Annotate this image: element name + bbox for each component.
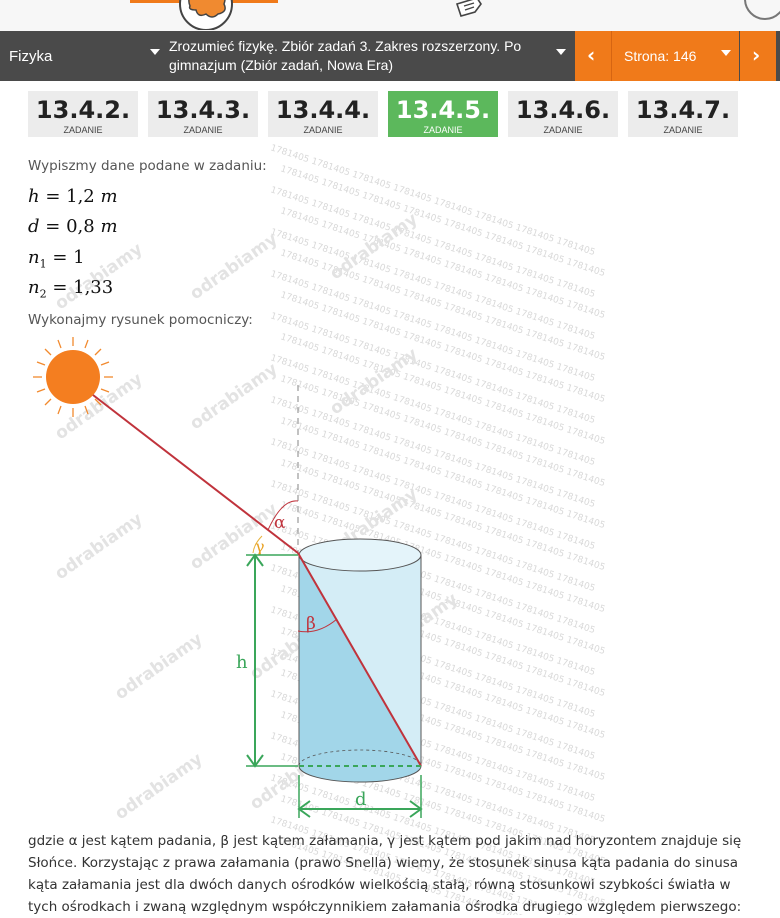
page-label: Strona: 146 [624,48,697,64]
task-tab[interactable]: 13.4.2. ZADANIE [28,91,138,137]
next-page-button[interactable]: › [740,31,776,81]
task-label: ZADANIE [423,125,463,135]
page-dropdown[interactable]: Strona: 146 [612,31,739,81]
var-name: n [28,247,40,268]
hand-icon [455,0,482,17]
h-label: h [236,652,248,673]
book-title: Zrozumieć fizykę. Zbiór zadań 3. Zakres … [169,38,522,73]
var-name: d [28,216,40,237]
task-tab[interactable]: 13.4.7. ZADANIE [628,91,738,137]
incident-ray [92,394,299,554]
height-arrow [246,553,298,768]
task-label: ZADANIE [543,125,583,135]
given-h: h = 1,2 m [28,186,118,207]
watermark-code-line: 1781405 1781405 1781405 1781405 1781405 … [269,227,596,342]
given-n1: n1 = 1 [28,247,85,271]
var-value: 1,33 [73,277,114,298]
var-subscript: 1 [39,257,47,271]
task-label: ZADANIE [183,125,223,135]
subject-dropdown[interactable]: Fizyka [0,31,165,81]
task-number: 13.4.6. [515,96,611,124]
subject-label: Fizyka [9,48,53,65]
given-d: d = 0,8 m [28,216,118,237]
var-value: 1,2 [66,186,95,207]
watermark-brand: odrabiamy [326,209,421,284]
task-number: 13.4.7. [635,96,731,124]
intro-text: Wypiszmy dane podane w zadaniu: [28,158,267,174]
top-banner [0,0,780,31]
task-tab[interactable]: 13.4.4. ZADANIE [268,91,378,137]
task-number: 13.4.3. [155,96,251,124]
task-tab[interactable]: 13.4.6. ZADANIE [508,91,618,137]
book-navigation-bar: Fizyka Zrozumieć fizykę. Zbiór zadań 3. … [0,31,780,81]
chevron-left-icon: ‹ [587,43,596,67]
explanation-paragraph: gdzie α jest kątem padania, β jest kątem… [28,833,742,915]
figure-intro-text: Wykonajmy rysunek pomocniczy: [28,312,253,328]
task-tab-active[interactable]: 13.4.5. ZADANIE [388,91,498,137]
chevron-right-icon: › [752,43,761,67]
task-number: 13.4.2. [35,96,131,124]
beta-label: β [306,614,316,634]
var-name: h [28,186,40,207]
task-label: ZADANIE [663,125,703,135]
gamma-arc [252,535,263,554]
alpha-label: α [274,513,286,533]
watermark-code-line: 1781405 1781405 1781405 1781405 1781405 … [269,143,596,258]
var-unit: m [100,186,118,207]
water-shadow [299,555,421,782]
task-number: 13.4.4. [275,96,371,124]
beta-arc [297,618,338,633]
caret-down-icon [721,50,731,56]
var-subscript: 2 [39,287,47,301]
decor-ring [744,0,780,20]
diameter-arrow [297,775,423,818]
task-number: 13.4.5. [395,96,491,124]
var-unit: m [100,216,118,237]
d-label: d [355,789,367,810]
caret-down-icon [556,49,566,55]
cylinder-bottom [298,765,422,783]
cylinder-bottom-back [298,749,422,767]
watermark-code-line: 1781405 1781405 1781405 1781405 1781405 … [279,164,606,279]
book-dropdown[interactable]: Zrozumieć fizykę. Zbiór zadań 3. Zakres … [165,31,575,81]
sun-icon [33,337,113,417]
alpha-arc [267,500,299,531]
caret-down-icon [150,49,160,55]
task-tab[interactable]: 13.4.3. ZADANIE [148,91,258,137]
watermark-code-line: 1781405 1781405 1781405 1781405 1781405 … [269,185,596,300]
var-value: 1 [73,247,85,268]
refraction-figure: α β γ h d [33,337,423,818]
brain-icon [179,0,233,30]
refracted-ray [297,552,422,767]
task-label: ZADANIE [63,125,103,135]
watermark-brand: odrabiamy [186,229,281,304]
gamma-label: γ [255,537,265,556]
var-name: n [28,277,40,298]
var-value: 0,8 [66,216,95,237]
cylinder-top [298,538,422,572]
task-label: ZADANIE [303,125,343,135]
previous-page-button[interactable]: ‹ [575,31,612,81]
given-n2: n2 = 1,33 [28,277,114,301]
watermark-code-line: 1781405 1781405 1781405 1781405 1781405 … [279,206,606,321]
